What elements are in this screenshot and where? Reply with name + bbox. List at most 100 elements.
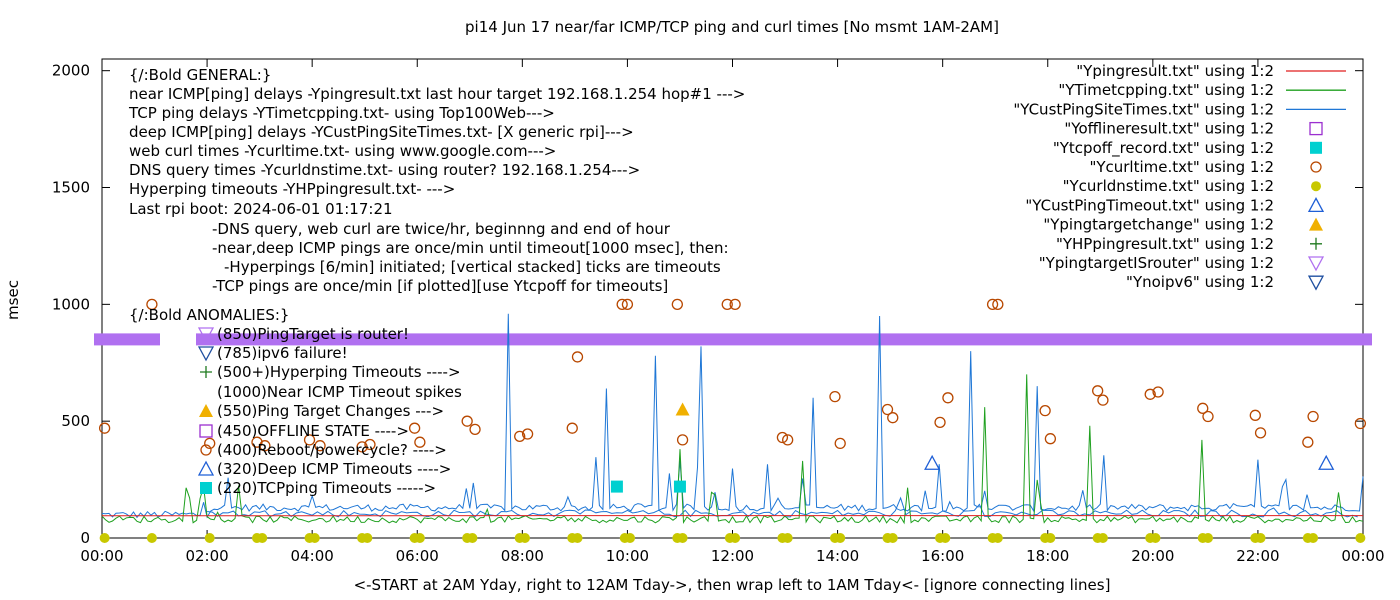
series-5-point [1302,436,1314,448]
legend-entry-swatch [1311,181,1321,192]
series-5-point [461,415,473,427]
legend-entry-swatch [1310,161,1322,173]
annotation-line: (500+)Hyperping Timeouts ----> [217,363,461,381]
series-5-point [408,422,421,434]
x-tick-label: 06:00 [396,547,439,565]
x-tick-label: 04:00 [291,547,334,565]
series-5-point [729,298,741,310]
series-6-point [940,533,951,543]
series-5-point [469,423,481,435]
series-5-point [98,422,111,434]
annotation-marker [200,482,212,494]
annotation-line: -Hyperpings [6/min] initiated; [vertical… [224,258,721,276]
series-5-point [314,440,326,452]
chart-title: pi14 Jun 17 near/far ICMP/TCP ping and c… [465,18,999,36]
series-5-point [887,412,899,424]
series-5-point [1144,388,1156,400]
annotation-line: TCP ping delays -YTimetcpping.txt- using… [128,104,555,122]
series-deep-icmp-line-2 [207,496,1358,518]
legend-entry-label: "YCustPingTimeout.txt" using 1:2 [1025,196,1274,214]
series-5-point [676,434,689,446]
series-5-point [1092,385,1104,397]
series-6-point [467,533,478,543]
annotation-marker [197,460,215,476]
series-5-point [782,434,794,446]
x-tick-label: 10:00 [606,547,649,565]
legend-entry-swatch [1310,237,1322,250]
series-5-point [829,390,841,403]
x-tick-label: 08:00 [501,547,544,565]
y-tick-label: 2000 [52,62,90,80]
series-6-point [1308,533,1319,543]
legend-entry-label: "Ycurldnstime.txt" using 1:2 [1063,177,1274,195]
series-6-point [782,533,793,543]
legend-entry-label: "Ypingresult.txt" using 1:2 [1076,62,1274,80]
x-tick-label: 18:00 [1026,547,1069,565]
legend-entry-swatch [1310,141,1322,154]
series-5-point [721,298,733,310]
annotation-line: deep ICMP[ping] delays -YCustPingSiteTim… [129,123,634,141]
series-5-point [204,437,216,450]
series-5-point [992,298,1004,310]
series-6-point [1150,533,1161,543]
annotation-line: (1000)Near ICMP Timeout spikes [217,383,462,401]
annotation-line: Last rpi boot: 2024-06-01 01:17:21 [129,200,393,218]
series-5-point [1039,405,1051,417]
annotation-marker [199,424,213,438]
series-5-point [1097,394,1109,406]
series-8-point [675,402,690,416]
legend-entry-swatch [1307,275,1325,291]
series-5-point [834,437,846,450]
annotation-line: (220)TCPping Timeouts -----> [217,479,436,497]
series-7-point [1318,454,1335,470]
series-5-point [1354,417,1367,430]
legend-entry-label: "Ynoipv6" using 1:2 [1126,273,1274,291]
annotation-marker [197,346,215,362]
router-band-left [94,333,160,346]
router-band-right [196,333,1372,346]
annotation-marker [197,327,215,343]
x-tick-label: 00:00 [80,547,123,565]
x-tick-label: 22:00 [1236,547,1279,565]
annotation-line: (850)PingTarget is router! [217,325,409,343]
x-tick-label: 12:00 [711,547,754,565]
annotation-line: (400)Reboot/powercycle? ----> [217,441,447,459]
series-5-point [1249,409,1261,421]
series-5-point [514,430,526,443]
annotation-line: (450)OFFLINE STATE ----> [217,422,409,440]
annotation-line: (320)Deep ICMP Timeouts ----> [217,460,451,478]
series-5-point [942,392,954,404]
legend-entry-label: "Ytcpoff_record.txt" using 1:2 [1053,139,1274,158]
y-tick-label: 500 [61,412,90,430]
legend-entry-label: "Ypingtargetchange" using 1:2 [1043,216,1274,234]
series-5-point [414,436,426,448]
series-6-point [519,533,530,543]
series-5-point [146,298,158,310]
series-6-point [835,533,846,543]
series-5-point [356,441,368,453]
annotation-line: web curl times -Ycurltime.txt- using www… [129,142,556,160]
series-tcp-ping-line [101,374,1364,525]
series-6-point [730,533,741,543]
annotation-line: {/:Bold GENERAL:} [129,66,271,84]
y-tick-label: 1000 [52,295,90,313]
series-6-point [572,533,583,543]
x-tick-label: 16:00 [921,547,964,565]
legend-entry-label: "Yofflineresult.txt" using 1:2 [1064,120,1274,138]
legend-entry-swatch [1307,197,1325,213]
annotation-line: -DNS query, web curl are twice/hr, begin… [212,220,671,238]
annotation-line: -TCP pings are once/min [if plotted][use… [212,277,668,295]
series-5-point [1044,433,1057,445]
series-6-point [414,533,425,543]
series-5-point [934,416,946,428]
series-6-point [1255,533,1266,543]
series-points [98,298,1367,543]
x-tick-label: 00:00 [1341,547,1384,565]
series-5-point [566,422,578,434]
x-axis-label: <-START at 2AM Yday, right to 12AM Tday-… [354,576,1111,594]
annotation-line: DNS query times -Ycurldnstime.txt- using… [129,161,640,179]
series-lines [101,313,1364,525]
annotation-marker [200,366,212,378]
series-6-point [1355,533,1366,543]
